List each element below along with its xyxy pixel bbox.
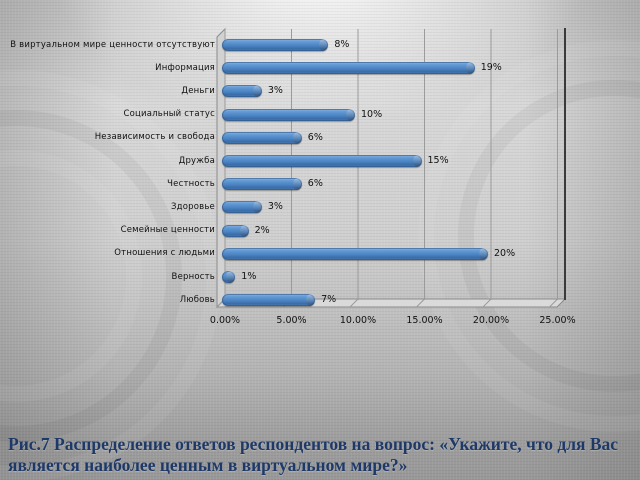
value-label: 15% <box>427 155 449 166</box>
bar <box>222 178 302 191</box>
x-axis-tick-label: 20.00% <box>472 315 510 326</box>
bar <box>222 294 316 307</box>
value-label: 7% <box>321 294 337 306</box>
x-axis-tick-label: 0.00% <box>209 315 241 326</box>
category-label: В виртуальном мире ценности отсутствуют <box>10 39 215 50</box>
bar <box>222 247 488 260</box>
value-label: 8% <box>334 39 350 50</box>
value-label: 3% <box>267 85 283 97</box>
value-label: 20% <box>494 247 516 259</box>
category-label: Семейные ценности <box>120 225 215 236</box>
figure-caption: Рис.7 Распределение ответов респондентов… <box>8 434 619 475</box>
category-label: Независимость и свобода <box>94 132 215 143</box>
bar <box>222 62 475 75</box>
value-label: 10% <box>361 108 383 120</box>
category-label: Деньги <box>181 85 215 96</box>
value-label: 3% <box>267 201 283 213</box>
bar <box>222 39 329 51</box>
bar <box>222 201 262 214</box>
floor-tick <box>482 298 492 308</box>
bar <box>222 85 262 98</box>
category-label: Честность <box>167 178 215 189</box>
bar <box>222 108 355 121</box>
category-label: Любовь <box>179 294 215 305</box>
value-label: 2% <box>254 224 270 236</box>
x-axis-tick-label: 15.00% <box>406 315 443 326</box>
value-label: 1% <box>241 271 257 282</box>
category-label: Верность <box>171 271 215 282</box>
category-label: Дружба <box>178 155 215 166</box>
x-axis-tick-label: 5.00% <box>276 315 307 326</box>
category-label: Социальный статус <box>123 109 215 120</box>
x-axis-tick-label: 10.00% <box>339 315 377 326</box>
category-label: Отношения с людьми <box>114 248 215 259</box>
floor-tick <box>416 298 425 308</box>
category-label: Здоровье <box>171 201 215 212</box>
bar <box>222 155 422 167</box>
floor-tick <box>549 298 558 308</box>
floor-tick <box>349 298 359 308</box>
bar <box>222 224 249 237</box>
value-label: 19% <box>480 62 502 74</box>
bar <box>222 271 236 283</box>
category-label: Информация <box>155 62 215 73</box>
value-label: 6% <box>307 178 323 190</box>
x-axis-tick-label: 25.00% <box>539 315 576 326</box>
bar <box>222 131 302 144</box>
value-label: 6% <box>307 131 323 143</box>
